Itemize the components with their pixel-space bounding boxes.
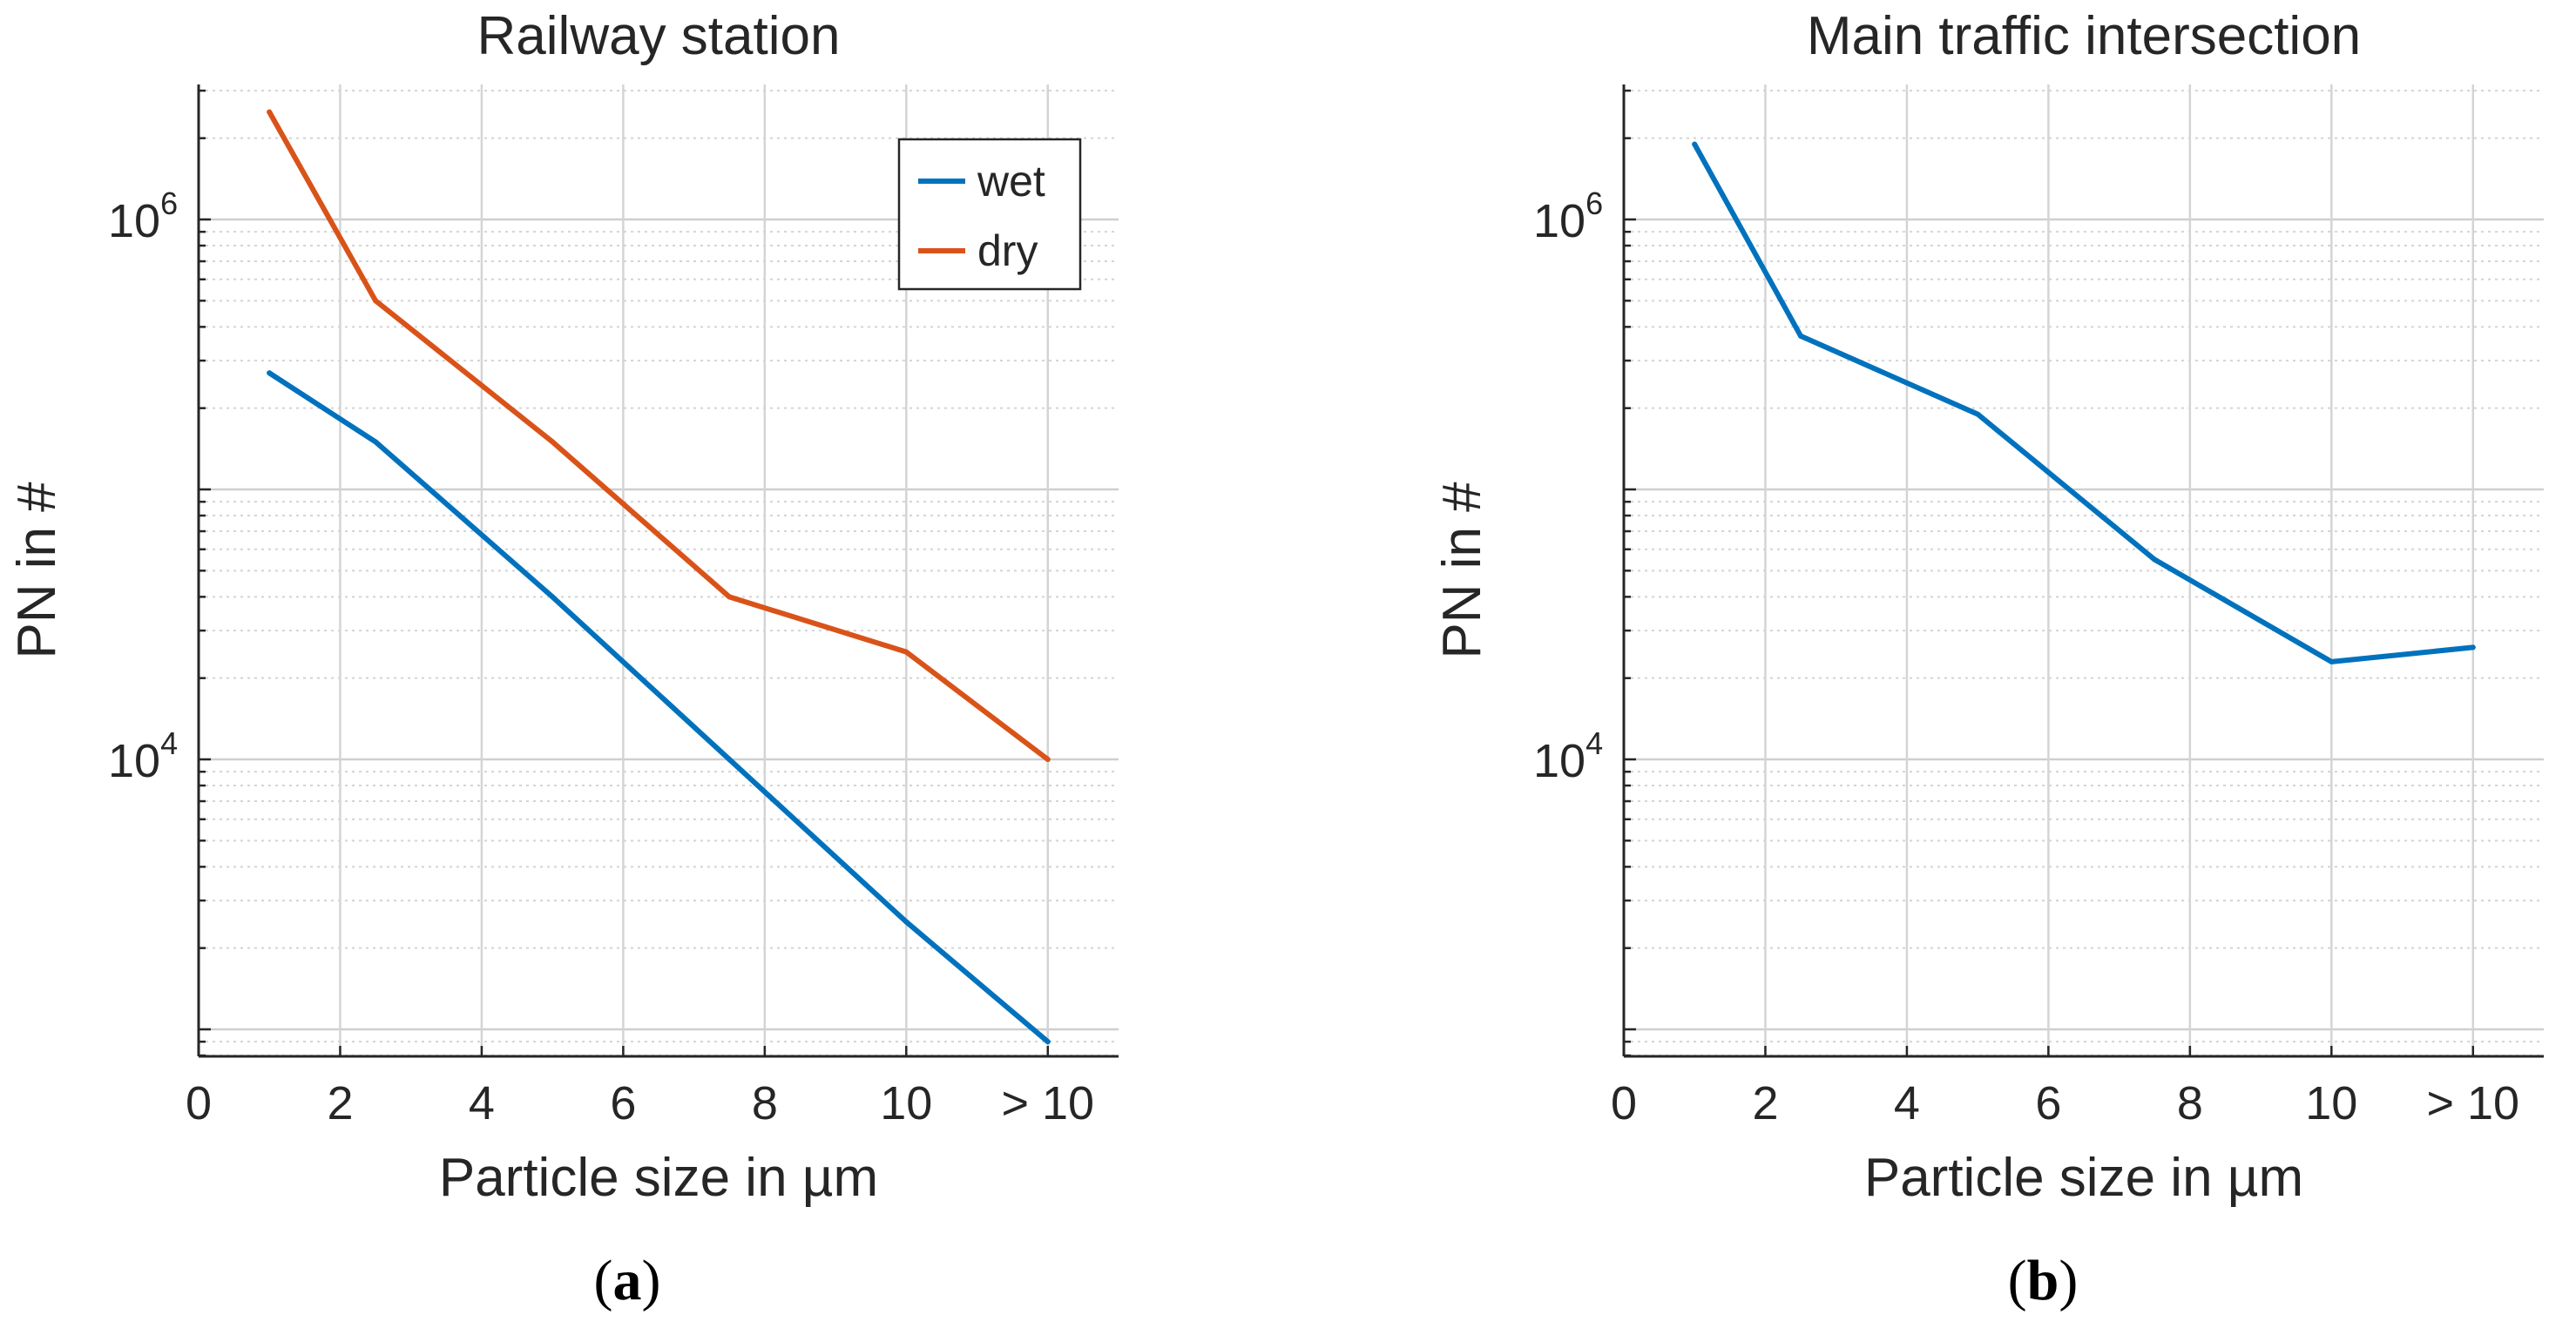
data-point-wet — [2152, 556, 2158, 563]
y-axis-label: PN in # — [1432, 482, 1492, 659]
data-point-dry — [550, 439, 556, 445]
chart-title: Railway station — [477, 6, 841, 66]
y-tick-base: 10 — [108, 735, 160, 787]
data-point-dry — [903, 649, 909, 655]
data-point-dry — [373, 298, 379, 304]
x-tick-label: 10 — [880, 1077, 932, 1129]
x-axis-label: Particle size in µm — [439, 1148, 878, 1208]
data-point-wet — [1045, 1039, 1051, 1045]
data-point-dry — [267, 109, 273, 115]
grid — [1624, 84, 2544, 1057]
panel-label: (b) — [2008, 1249, 2079, 1312]
data-point-wet — [2470, 644, 2476, 651]
data-point-dry — [727, 594, 733, 600]
y-tick-exponent: 4 — [160, 725, 178, 761]
y-tick-base: 10 — [108, 195, 160, 247]
data-point-wet — [727, 757, 733, 762]
data-point-wet — [267, 370, 273, 376]
data-point-wet — [1692, 141, 1698, 147]
x-tick-label: 10 — [2305, 1077, 2357, 1129]
panel-label-close: ) — [642, 1249, 661, 1312]
panel-label-letter: b — [2027, 1249, 2059, 1312]
data-point-wet — [373, 439, 379, 445]
series-line-dry — [267, 109, 1051, 762]
x-tick-label: 6 — [2035, 1077, 2061, 1129]
x-tick-label: 2 — [327, 1077, 353, 1129]
y-axis-label: PN in # — [7, 482, 67, 659]
x-tick-label: > 10 — [1001, 1077, 1094, 1129]
x-tick-label: 0 — [1611, 1077, 1637, 1129]
series-line-wet — [267, 370, 1051, 1045]
data-point-wet — [1798, 333, 1804, 339]
panel-label-letter: a — [613, 1249, 642, 1312]
series-line-wet — [1692, 141, 2476, 664]
legend: wet dry — [897, 138, 1082, 291]
x-tick-label: 8 — [2177, 1077, 2203, 1129]
x-tick-label: 8 — [752, 1077, 778, 1129]
panel-label-close: ) — [2059, 1249, 2078, 1312]
x-tick-label: > 10 — [2426, 1077, 2519, 1129]
x-tick-label: 4 — [469, 1077, 495, 1129]
data-point-wet — [1975, 411, 1981, 417]
y-tick-base: 10 — [1533, 735, 1585, 787]
legend-label-wet: wet — [977, 157, 1045, 206]
legend-label-dry: dry — [977, 226, 1038, 275]
panel-label-open: ( — [594, 1249, 613, 1312]
panel-label: (a) — [594, 1249, 661, 1312]
x-tick-label: 2 — [1752, 1077, 1778, 1129]
y-tick-label: 106 — [108, 185, 178, 247]
x-tick-label: 6 — [610, 1077, 636, 1129]
x-tick-label: 4 — [1894, 1077, 1920, 1129]
x-axis-label: Particle size in µm — [1864, 1148, 2303, 1208]
y-tick-exponent: 6 — [1585, 185, 1603, 221]
y-tick-label: 104 — [1533, 725, 1603, 787]
y-tick-label: 106 — [1533, 185, 1603, 247]
chart-title: Main traffic intersection — [1807, 6, 2361, 66]
data-point-dry — [1045, 757, 1051, 762]
x-tick-label: 0 — [186, 1077, 212, 1129]
data-point-wet — [903, 919, 909, 925]
y-tick-base: 10 — [1533, 195, 1585, 247]
data-point-wet — [2329, 658, 2335, 664]
data-point-wet — [550, 594, 556, 600]
y-tick-exponent: 6 — [160, 185, 178, 221]
y-tick-exponent: 4 — [1585, 725, 1603, 761]
panel-label-open: ( — [2008, 1249, 2027, 1312]
legend-box — [897, 138, 1082, 291]
y-tick-label: 104 — [108, 725, 178, 787]
